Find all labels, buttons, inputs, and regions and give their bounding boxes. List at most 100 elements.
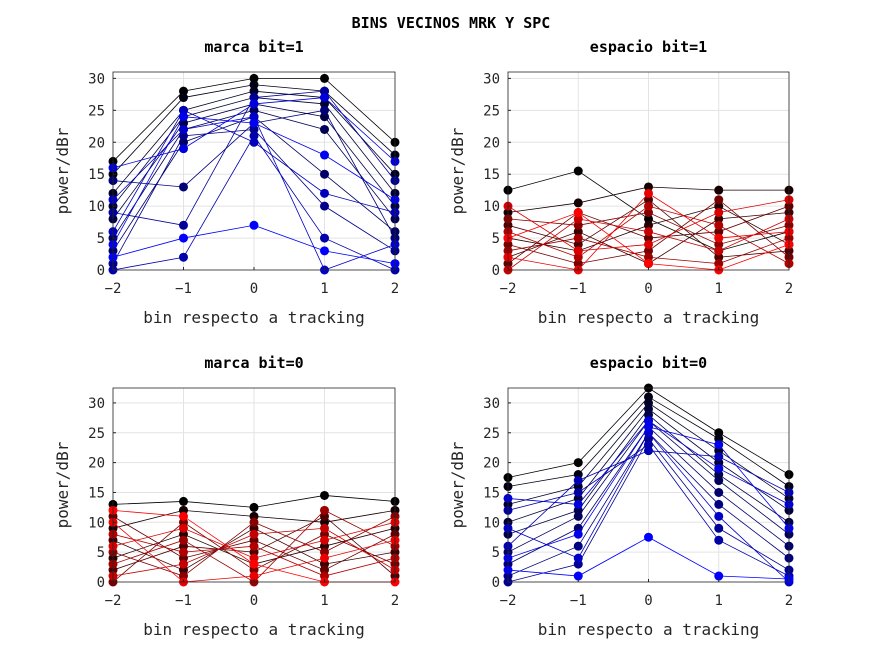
y-axis-label: power/dBr <box>53 127 72 214</box>
data-point <box>573 166 583 176</box>
data-point <box>714 233 724 243</box>
data-point <box>714 452 724 462</box>
data-point <box>249 541 259 551</box>
y-tick-label: 10 <box>88 199 105 215</box>
x-tick-label: −1 <box>570 593 587 609</box>
x-tick-label: 2 <box>785 593 793 609</box>
data-point <box>179 496 188 506</box>
x-axis-label: bin respecto a tracking <box>143 308 365 327</box>
y-tick-label: 15 <box>483 485 500 501</box>
subplot-title: marca bit=0 <box>204 354 303 372</box>
data-point <box>573 239 583 249</box>
data-point <box>249 502 259 512</box>
y-axis-label: power/dBr <box>448 127 467 214</box>
data-point <box>249 118 259 128</box>
data-point <box>573 541 583 551</box>
data-point <box>179 124 188 134</box>
y-tick-label: 15 <box>88 167 105 183</box>
data-point <box>573 499 583 509</box>
x-tick-label: −2 <box>500 593 517 609</box>
data-point <box>249 93 259 103</box>
x-tick-label: 0 <box>250 281 258 297</box>
y-tick-label: 25 <box>483 426 500 442</box>
data-point <box>320 201 329 211</box>
y-tick-label: 30 <box>483 71 500 87</box>
data-point <box>179 220 188 230</box>
x-tick-label: −1 <box>175 281 192 297</box>
data-point <box>714 227 724 237</box>
data-point <box>714 499 724 509</box>
data-point <box>179 511 188 521</box>
data-point <box>573 511 583 521</box>
data-point <box>714 201 724 211</box>
x-tick-label: 0 <box>644 593 652 609</box>
data-point <box>179 86 188 96</box>
x-tick-label: 1 <box>715 281 723 297</box>
data-point <box>644 532 653 542</box>
y-tick-label: 20 <box>483 135 500 151</box>
data-point <box>573 487 583 497</box>
y-tick-label: 25 <box>483 103 500 119</box>
y-tick-label: 20 <box>483 456 500 472</box>
data-point <box>714 239 724 249</box>
data-point <box>644 220 653 230</box>
data-point <box>714 220 724 230</box>
subplot-title: espacio bit=0 <box>590 354 707 372</box>
y-tick-label: 5 <box>492 231 500 247</box>
data-point <box>714 535 724 545</box>
data-point <box>249 73 259 83</box>
data-point <box>644 252 653 262</box>
data-point <box>573 214 583 224</box>
y-tick-label: 15 <box>88 485 105 501</box>
data-point <box>320 99 329 109</box>
data-point <box>179 131 188 141</box>
data-point <box>644 259 653 269</box>
y-tick-label: 5 <box>492 545 500 561</box>
data-point <box>249 137 259 147</box>
data-point <box>179 93 188 103</box>
x-tick-label: 1 <box>715 593 723 609</box>
data-point <box>573 252 583 262</box>
data-point <box>573 233 583 243</box>
data-point <box>573 476 583 486</box>
data-point <box>644 188 653 198</box>
y-tick-label: 10 <box>483 515 500 531</box>
x-tick-label: 1 <box>320 281 328 297</box>
y-tick-label: 20 <box>88 135 105 151</box>
y-tick-label: 15 <box>483 167 500 183</box>
data-point <box>714 523 724 533</box>
data-point <box>573 227 583 237</box>
data-point <box>320 505 329 515</box>
y-tick-label: 25 <box>88 103 105 119</box>
y-tick-label: 0 <box>492 263 500 279</box>
data-point <box>573 198 583 208</box>
y-tick-label: 5 <box>97 545 105 561</box>
data-point <box>320 490 329 500</box>
y-tick-label: 10 <box>483 199 500 215</box>
data-point <box>573 571 583 581</box>
data-point <box>249 529 259 539</box>
data-point <box>714 476 724 486</box>
data-point <box>573 529 583 539</box>
data-point <box>249 559 259 569</box>
x-axis-label: bin respecto a tracking <box>143 620 365 639</box>
data-point <box>320 73 329 83</box>
y-tick-label: 10 <box>88 515 105 531</box>
subplot-title: espacio bit=1 <box>590 38 707 56</box>
y-tick-label: 30 <box>88 71 105 87</box>
y-tick-label: 20 <box>88 456 105 472</box>
data-point <box>320 150 329 160</box>
x-tick-label: −2 <box>105 593 122 609</box>
data-point <box>714 246 724 256</box>
y-axis-label: power/dBr <box>53 441 72 528</box>
data-point <box>249 105 259 115</box>
data-point <box>179 559 188 569</box>
data-point <box>644 246 653 256</box>
data-point <box>714 214 724 224</box>
data-point <box>320 535 329 545</box>
